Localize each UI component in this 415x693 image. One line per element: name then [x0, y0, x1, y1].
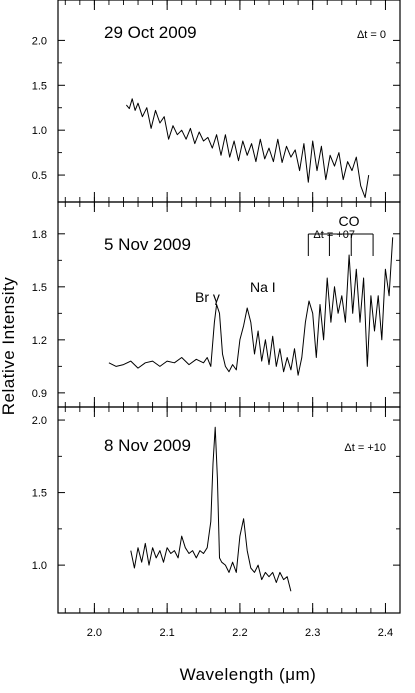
panel-frame — [57, 406, 401, 614]
x-axis-label: Wavelength (μm) — [180, 665, 317, 684]
y-tick-label: 0.9 — [32, 388, 47, 400]
x-tick-label: 2.0 — [87, 627, 102, 639]
y-tick-label: 1.8 — [32, 229, 47, 241]
spectrum-line — [130, 426, 292, 592]
y-tick-label: 1.0 — [32, 560, 47, 572]
y-tick-label: 1.5 — [32, 80, 47, 92]
line-label-br-gamma: Br γ — [195, 289, 220, 305]
y-tick-label: 1.2 — [32, 335, 47, 347]
y-axis-label: Relative Intensity — [0, 277, 18, 415]
x-tick-label: 2.3 — [305, 627, 320, 639]
line-label-co: CO — [339, 213, 360, 229]
spectrum-line — [126, 98, 370, 198]
panels-group: 0.5 1.0 1.5 2.0 29 Oct 2009 Δt = 0 0.9 1.2 1.5 1.… — [32, 0, 401, 639]
y-tick-label: 1.5 — [32, 282, 47, 294]
panel-annotation: Δt = +07 — [313, 229, 355, 241]
panel-title: 5 Nov 2009 — [104, 235, 191, 254]
x-tick-label: 2.2 — [232, 627, 247, 639]
y-tick-label: 1.5 — [32, 488, 47, 500]
panel-title: 8 Nov 2009 — [104, 436, 191, 455]
y-tick-label: 0.5 — [32, 170, 47, 182]
y-tick-label: 1.0 — [32, 125, 47, 137]
panel-3: 2.0 2.1 2.2 2.3 2.4 1.0 1.5 2.0 8 Nov 2009 Δt = +… — [32, 406, 401, 639]
y-tick-label: 2.0 — [32, 35, 47, 47]
y-tick-label: 2.0 — [32, 415, 47, 427]
x-tick-label: 2.4 — [378, 627, 393, 639]
panel-annotation: Δt = 0 — [357, 29, 386, 41]
spectrum-line — [108, 237, 394, 376]
x-tick-label: 2.1 — [160, 627, 175, 639]
panel-title: 29 Oct 2009 — [104, 23, 197, 42]
panel-annotation: Δt = +10 — [344, 442, 386, 454]
panel-1: 0.5 1.0 1.5 2.0 29 Oct 2009 Δt = 0 — [32, 0, 401, 203]
line-label-na-i: Na I — [250, 279, 276, 295]
panel-2: 0.9 1.2 1.5 1.8 5 Nov 2009 Δt = +07 Br γ Na I CO — [32, 201, 401, 408]
